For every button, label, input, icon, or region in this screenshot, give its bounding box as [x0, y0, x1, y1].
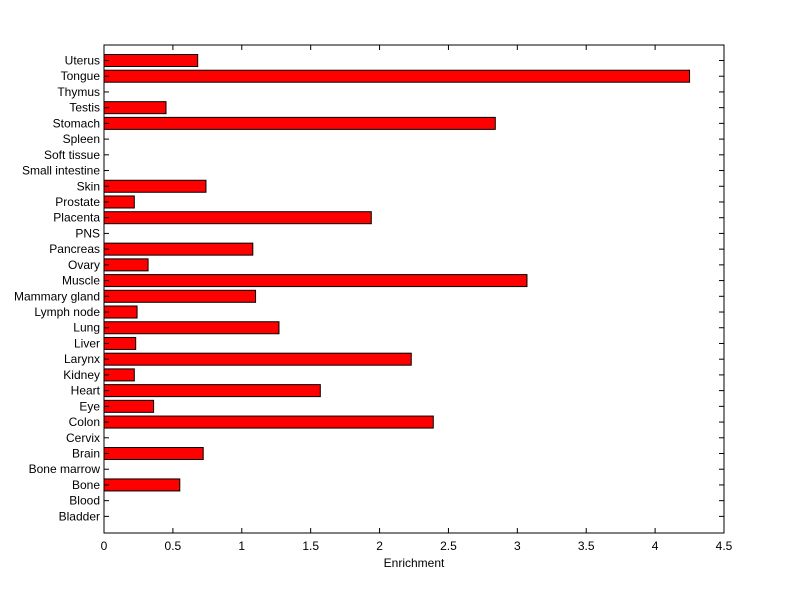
y-tick-label-spleen: Spleen [63, 132, 100, 146]
bar-brain [103, 447, 204, 460]
x-tick-label-2: 1 [238, 539, 245, 553]
x-tick-label-7: 3.5 [578, 539, 595, 553]
y-tick-label-testis: Testis [69, 101, 100, 115]
y-tick-label-blood: Blood [69, 494, 100, 508]
x-tick-label-3: 1.5 [302, 539, 319, 553]
x-tick-label-6: 3 [514, 539, 521, 553]
y-tick-label-liver: Liver [74, 336, 100, 350]
y-tick-label-stomach: Stomach [53, 116, 100, 130]
bar-bone [103, 478, 181, 492]
y-tick-label-thymus: Thymus [57, 85, 100, 99]
y-tick-label-uterus: Uterus [65, 54, 100, 68]
y-tick-label-bone-marrow: Bone marrow [29, 462, 101, 476]
bar-testis [103, 101, 167, 115]
y-tick-label-soft-tissue: Soft tissue [44, 148, 100, 162]
y-tick-label-mammary-gland: Mammary gland [14, 289, 100, 303]
y-tick-label-bone: Bone [72, 478, 100, 492]
bar-larynx [103, 352, 412, 366]
bar-eye [103, 399, 155, 413]
y-tick-label-lymph-node: Lymph node [34, 305, 100, 319]
y-tick-label-prostate: Prostate [55, 195, 100, 209]
plot-frame [103, 44, 725, 534]
y-tick-label-eye: Eye [79, 399, 100, 413]
x-tick-label-5: 2.5 [440, 539, 457, 553]
y-tick-label-small-intestine: Small intestine [22, 164, 100, 178]
y-tick-label-tongue: Tongue [61, 69, 101, 83]
x-tick-label-8: 4 [652, 539, 659, 553]
x-tick-label-4: 2 [376, 539, 383, 553]
y-tick-label-skin: Skin [77, 179, 100, 193]
y-tick-label-colon: Colon [69, 415, 100, 429]
bar-mammary-gland [103, 289, 257, 303]
bar-colon [103, 415, 434, 429]
bar-heart [103, 384, 321, 398]
y-tick-label-heart: Heart [71, 384, 101, 398]
bar-tongue [103, 69, 691, 83]
bar-skin [103, 179, 207, 193]
bar-pancreas [103, 242, 254, 256]
bar-stomach [103, 116, 496, 130]
bar-muscle [103, 274, 528, 288]
y-tick-label-pancreas: Pancreas [49, 242, 100, 256]
y-tick-label-ovary: Ovary [68, 258, 100, 272]
y-tick-label-placenta: Placenta [53, 211, 100, 225]
y-tick-label-larynx: Larynx [64, 352, 100, 366]
bar-uterus [103, 54, 199, 67]
y-tick-label-kidney: Kidney [63, 368, 100, 382]
y-tick-label-cervix: Cervix [66, 431, 100, 445]
y-tick-label-bladder: Bladder [59, 509, 100, 523]
y-tick-label-brain: Brain [72, 447, 100, 461]
x-axis-title: Enrichment [384, 556, 445, 570]
bar-ovary [103, 258, 149, 272]
y-tick-label-lung: Lung [73, 321, 100, 335]
x-tick-label-1: 0.5 [165, 539, 182, 553]
x-tick-label-0: 0 [101, 539, 108, 553]
bar-lung [103, 321, 280, 335]
x-tick-label-9: 4.5 [716, 539, 733, 553]
y-tick-label-pns: PNS [75, 226, 100, 240]
bar-placenta [103, 211, 372, 225]
y-tick-label-muscle: Muscle [62, 274, 100, 288]
